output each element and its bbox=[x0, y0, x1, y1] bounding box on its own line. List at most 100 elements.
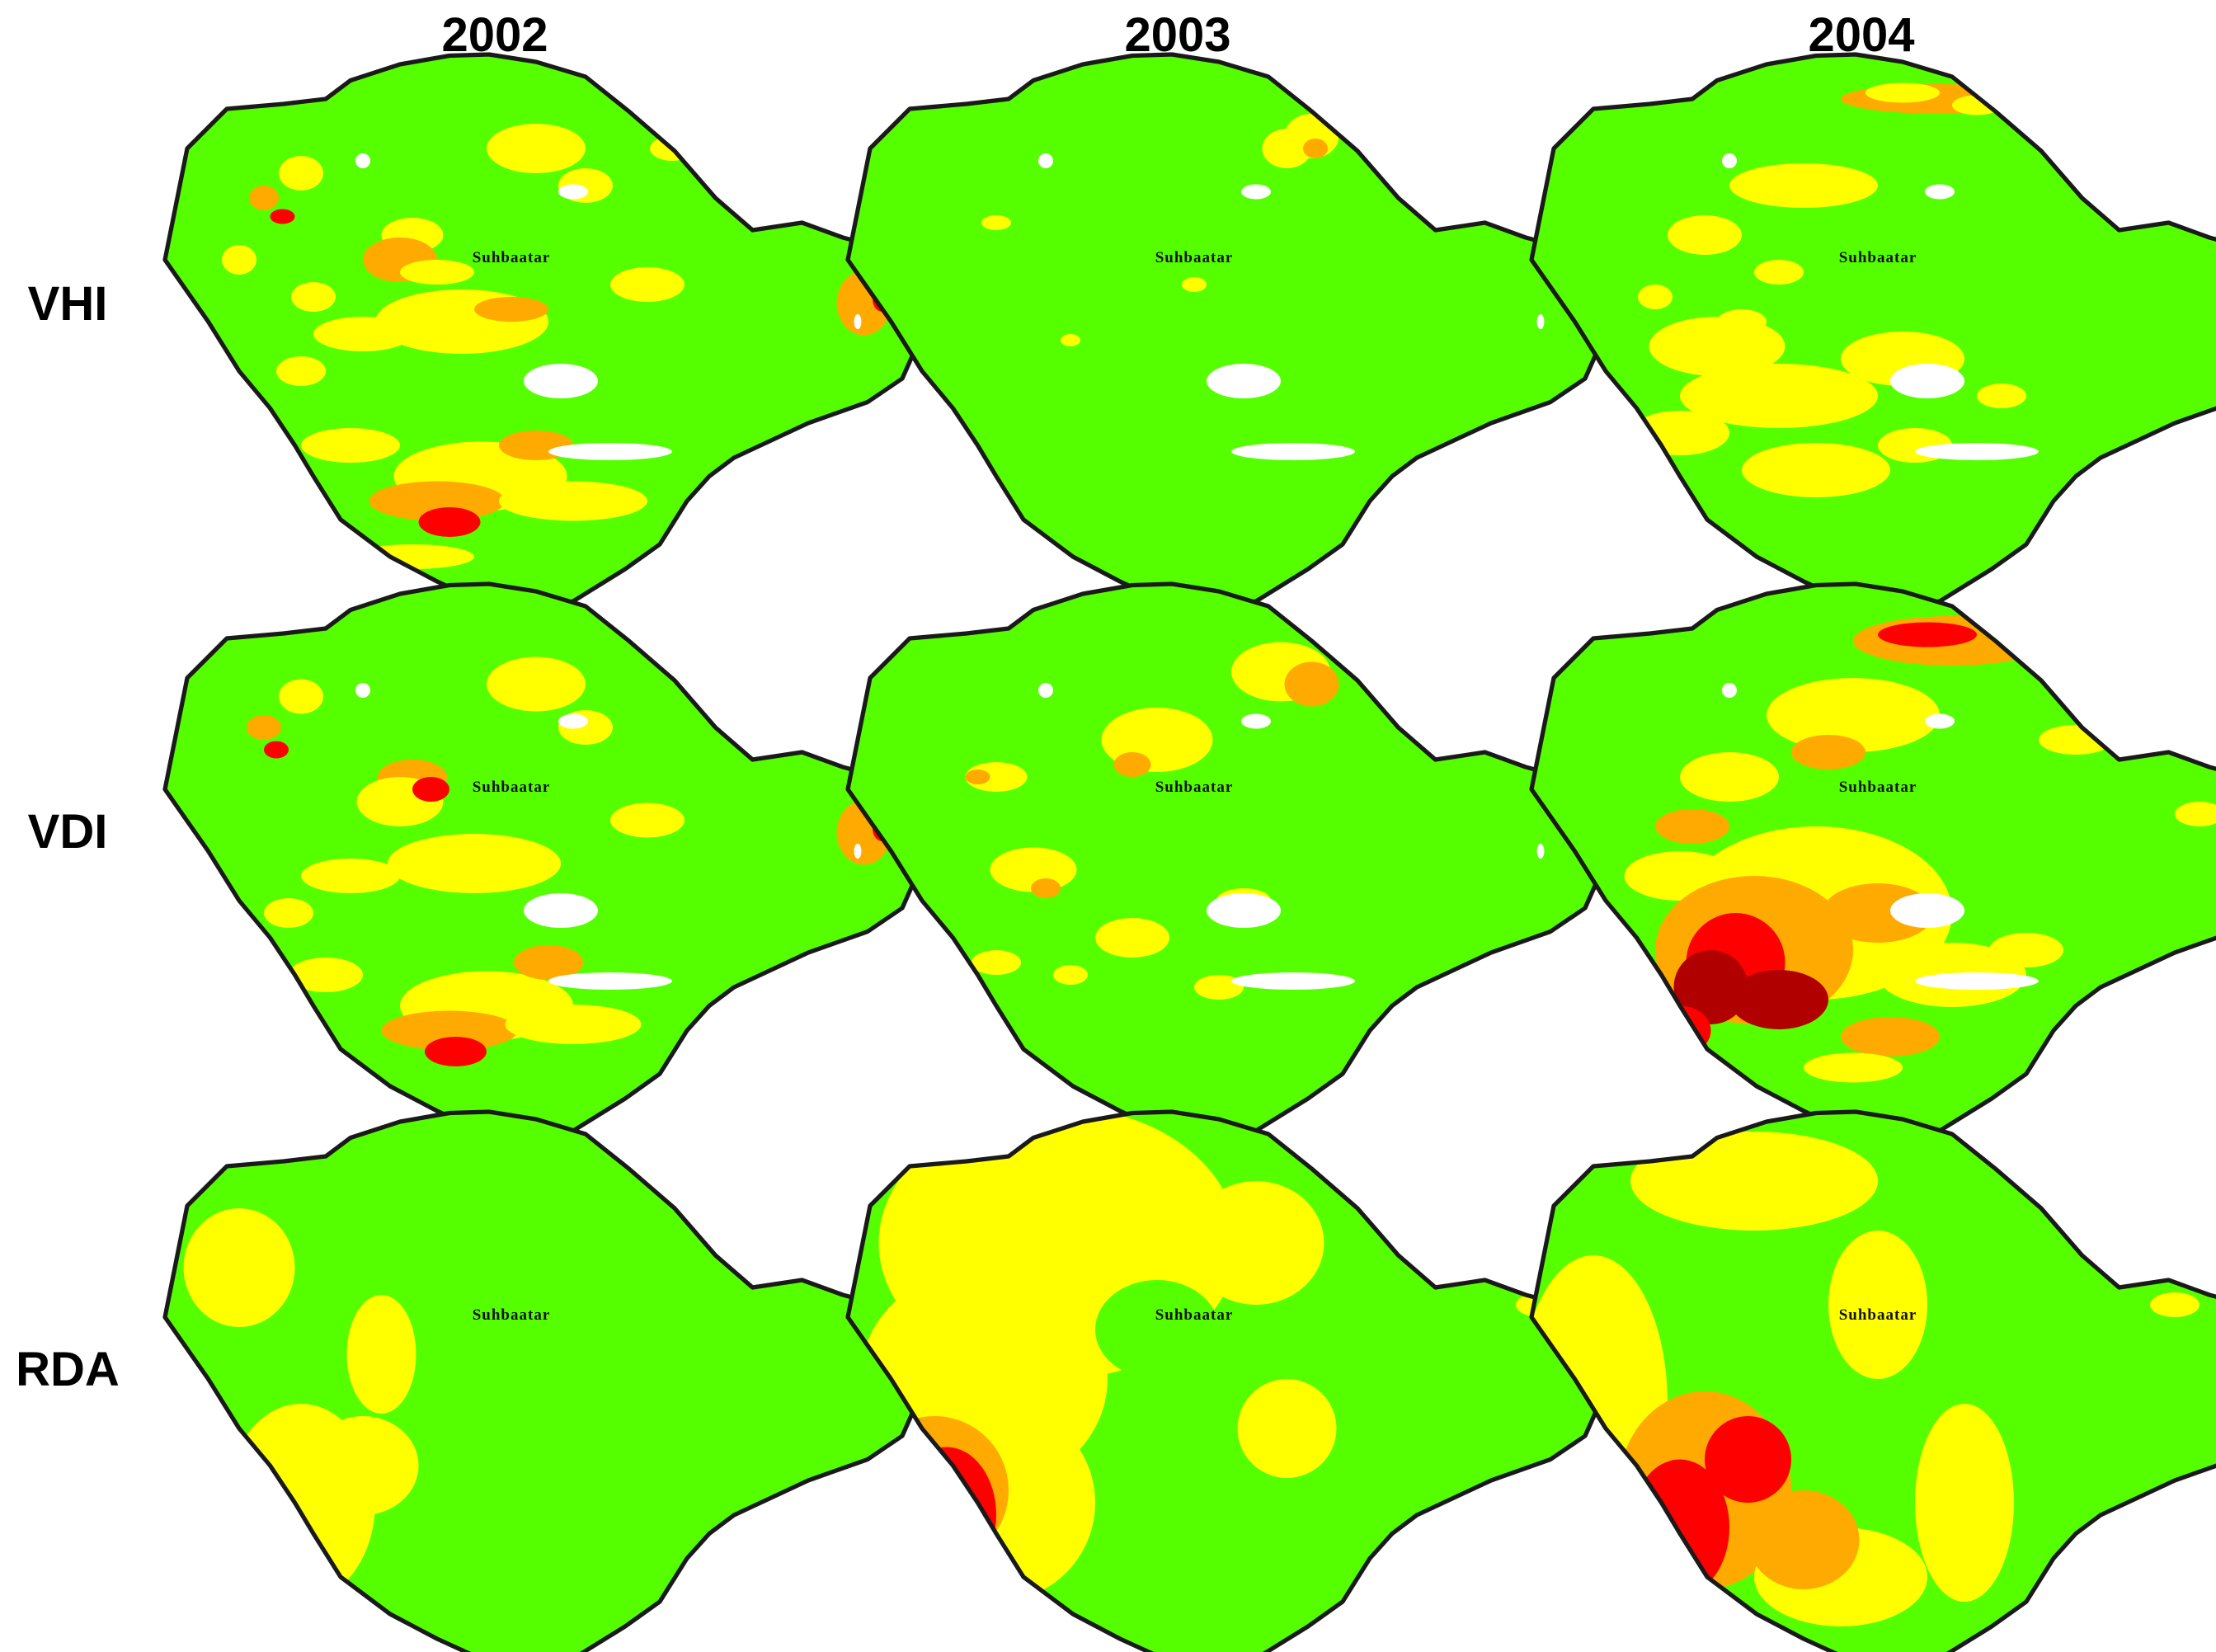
drought-patch-yellow bbox=[400, 260, 474, 285]
drought-patch-yellow bbox=[1865, 82, 1940, 103]
no-data-patch bbox=[548, 972, 672, 990]
drought-patch-yellow bbox=[289, 958, 363, 992]
no-data-patch bbox=[1207, 893, 1281, 928]
drought-patch-yellow bbox=[1989, 933, 2063, 967]
drought-patch-orange bbox=[514, 945, 583, 980]
no-data-patch bbox=[355, 683, 370, 698]
drought-patch-yellow bbox=[346, 1295, 416, 1414]
no-data-patch bbox=[1536, 844, 1545, 859]
map-panel-vhi-2003: Suhbaatar bbox=[848, 54, 1605, 609]
no-data-patch bbox=[558, 184, 588, 200]
drought-patch-yellow bbox=[2175, 802, 2216, 826]
no-data-patch bbox=[1231, 443, 1355, 460]
drought-patch-red bbox=[264, 741, 289, 759]
drought-patch-yellow bbox=[264, 898, 313, 928]
drought-patch-red bbox=[412, 777, 449, 802]
no-data-patch bbox=[1536, 314, 1545, 329]
drought-patch-yellow bbox=[1061, 334, 1080, 346]
drought-patch-yellow bbox=[1729, 163, 1878, 208]
drought-patch-orange bbox=[249, 186, 279, 210]
drought-patch-orange bbox=[381, 1010, 518, 1051]
drought-patch-yellow bbox=[291, 282, 336, 312]
drought-patch-yellow bbox=[1828, 1231, 1927, 1379]
drought-patch-red bbox=[425, 1037, 487, 1066]
no-data-patch bbox=[548, 443, 672, 460]
no-data-patch bbox=[1925, 184, 1955, 200]
drought-patch-yellow bbox=[1053, 965, 1088, 985]
drought-patch-orange bbox=[1284, 661, 1339, 707]
drought-patch-orange bbox=[369, 481, 506, 521]
drought-patch-yellow bbox=[351, 544, 474, 569]
drought-patch-yellow bbox=[505, 1005, 642, 1044]
drought-patch-yellow bbox=[1630, 1132, 1878, 1231]
column-title-2003: 2003 bbox=[1124, 8, 1230, 62]
region-label: Suhbaatar bbox=[473, 249, 551, 266]
no-data-patch bbox=[854, 314, 862, 329]
drought-patch-orange bbox=[1303, 139, 1328, 158]
drought-patch-orange bbox=[1841, 1017, 1940, 1057]
drought-patch-yellow bbox=[301, 428, 400, 463]
no-data-patch bbox=[1722, 153, 1737, 168]
drought-patch-orange bbox=[965, 770, 990, 784]
no-data-patch bbox=[1925, 713, 1955, 729]
map-panel-vdi-2004: Suhbaatar bbox=[1531, 584, 2216, 1138]
no-data-patch bbox=[1890, 364, 1964, 398]
drought-patch-yellow bbox=[1237, 1379, 1337, 1478]
drought-patch-yellow bbox=[279, 679, 323, 714]
row-title-rda: RDA bbox=[16, 1343, 120, 1396]
drought-patch-yellow bbox=[499, 481, 647, 521]
drought-patch-red bbox=[897, 1447, 996, 1584]
drought-patch-orange bbox=[247, 715, 281, 740]
drought-patch-yellow bbox=[1668, 215, 1742, 255]
drought-patch-yellow bbox=[301, 859, 400, 893]
drought-patch-orange bbox=[1655, 809, 1729, 844]
region-label: Suhbaatar bbox=[1839, 1306, 1917, 1324]
no-data-patch bbox=[1207, 364, 1281, 398]
map-panel-rda-2002: Suhbaatar bbox=[165, 1112, 922, 1652]
drought-patch-yellow bbox=[981, 215, 1011, 230]
region-label: Suhbaatar bbox=[1155, 249, 1234, 266]
drought-patch-yellow bbox=[1188, 1181, 1324, 1305]
drought-patch-yellow bbox=[1095, 918, 1169, 958]
drought-patch-red bbox=[1705, 1416, 1791, 1503]
drought-patch-yellow bbox=[276, 356, 326, 386]
drought-patch-yellow bbox=[610, 267, 685, 302]
drought-patch-darkred bbox=[1729, 970, 1828, 1029]
drought-patch-darkred bbox=[1673, 950, 1748, 1024]
drought-patch-yellow bbox=[1977, 384, 2026, 408]
drought-patch-yellow bbox=[610, 802, 685, 838]
drought-patch-yellow bbox=[279, 156, 323, 191]
row-title-vhi: VHI bbox=[28, 277, 108, 331]
drought-patch-yellow bbox=[1680, 364, 1878, 428]
drought-patch-yellow bbox=[313, 317, 412, 351]
no-data-patch bbox=[1722, 683, 1737, 698]
map-panel-vhi-2002: Suhbaatar bbox=[165, 54, 922, 609]
drought-patch-yellow bbox=[1767, 678, 1940, 752]
no-data-patch bbox=[1915, 972, 2039, 990]
drought-patch-orange bbox=[1791, 735, 1865, 770]
drought-patch-yellow bbox=[1680, 752, 1779, 802]
drought-patch-yellow bbox=[1638, 285, 1673, 309]
column-title-2004: 2004 bbox=[1808, 8, 1914, 62]
drought-patch-yellow bbox=[1182, 277, 1207, 292]
drought-patch-orange bbox=[1031, 878, 1061, 898]
drought-patch-yellow bbox=[487, 124, 586, 173]
map-panel-rda-2004: Suhbaatar bbox=[1519, 1112, 2216, 1652]
no-data-patch bbox=[854, 844, 862, 859]
region-fill bbox=[165, 1112, 922, 1652]
no-data-patch bbox=[1231, 972, 1355, 990]
region-fill bbox=[848, 54, 1605, 609]
no-data-patch bbox=[524, 893, 598, 928]
drought-patch-orange bbox=[1748, 1490, 1860, 1589]
drought-patch-yellow bbox=[183, 1208, 295, 1327]
column-title-2002: 2002 bbox=[441, 8, 548, 62]
no-data-patch bbox=[1915, 443, 2039, 460]
map-panel-vdi-2002: Suhbaatar bbox=[165, 584, 922, 1138]
region-fill bbox=[848, 584, 1605, 1138]
region-fill bbox=[1531, 54, 2216, 609]
drought-patch-red bbox=[1649, 1005, 1711, 1056]
region-label: Suhbaatar bbox=[1155, 1306, 1234, 1324]
no-data-patch bbox=[355, 153, 370, 168]
no-data-patch bbox=[558, 713, 588, 729]
